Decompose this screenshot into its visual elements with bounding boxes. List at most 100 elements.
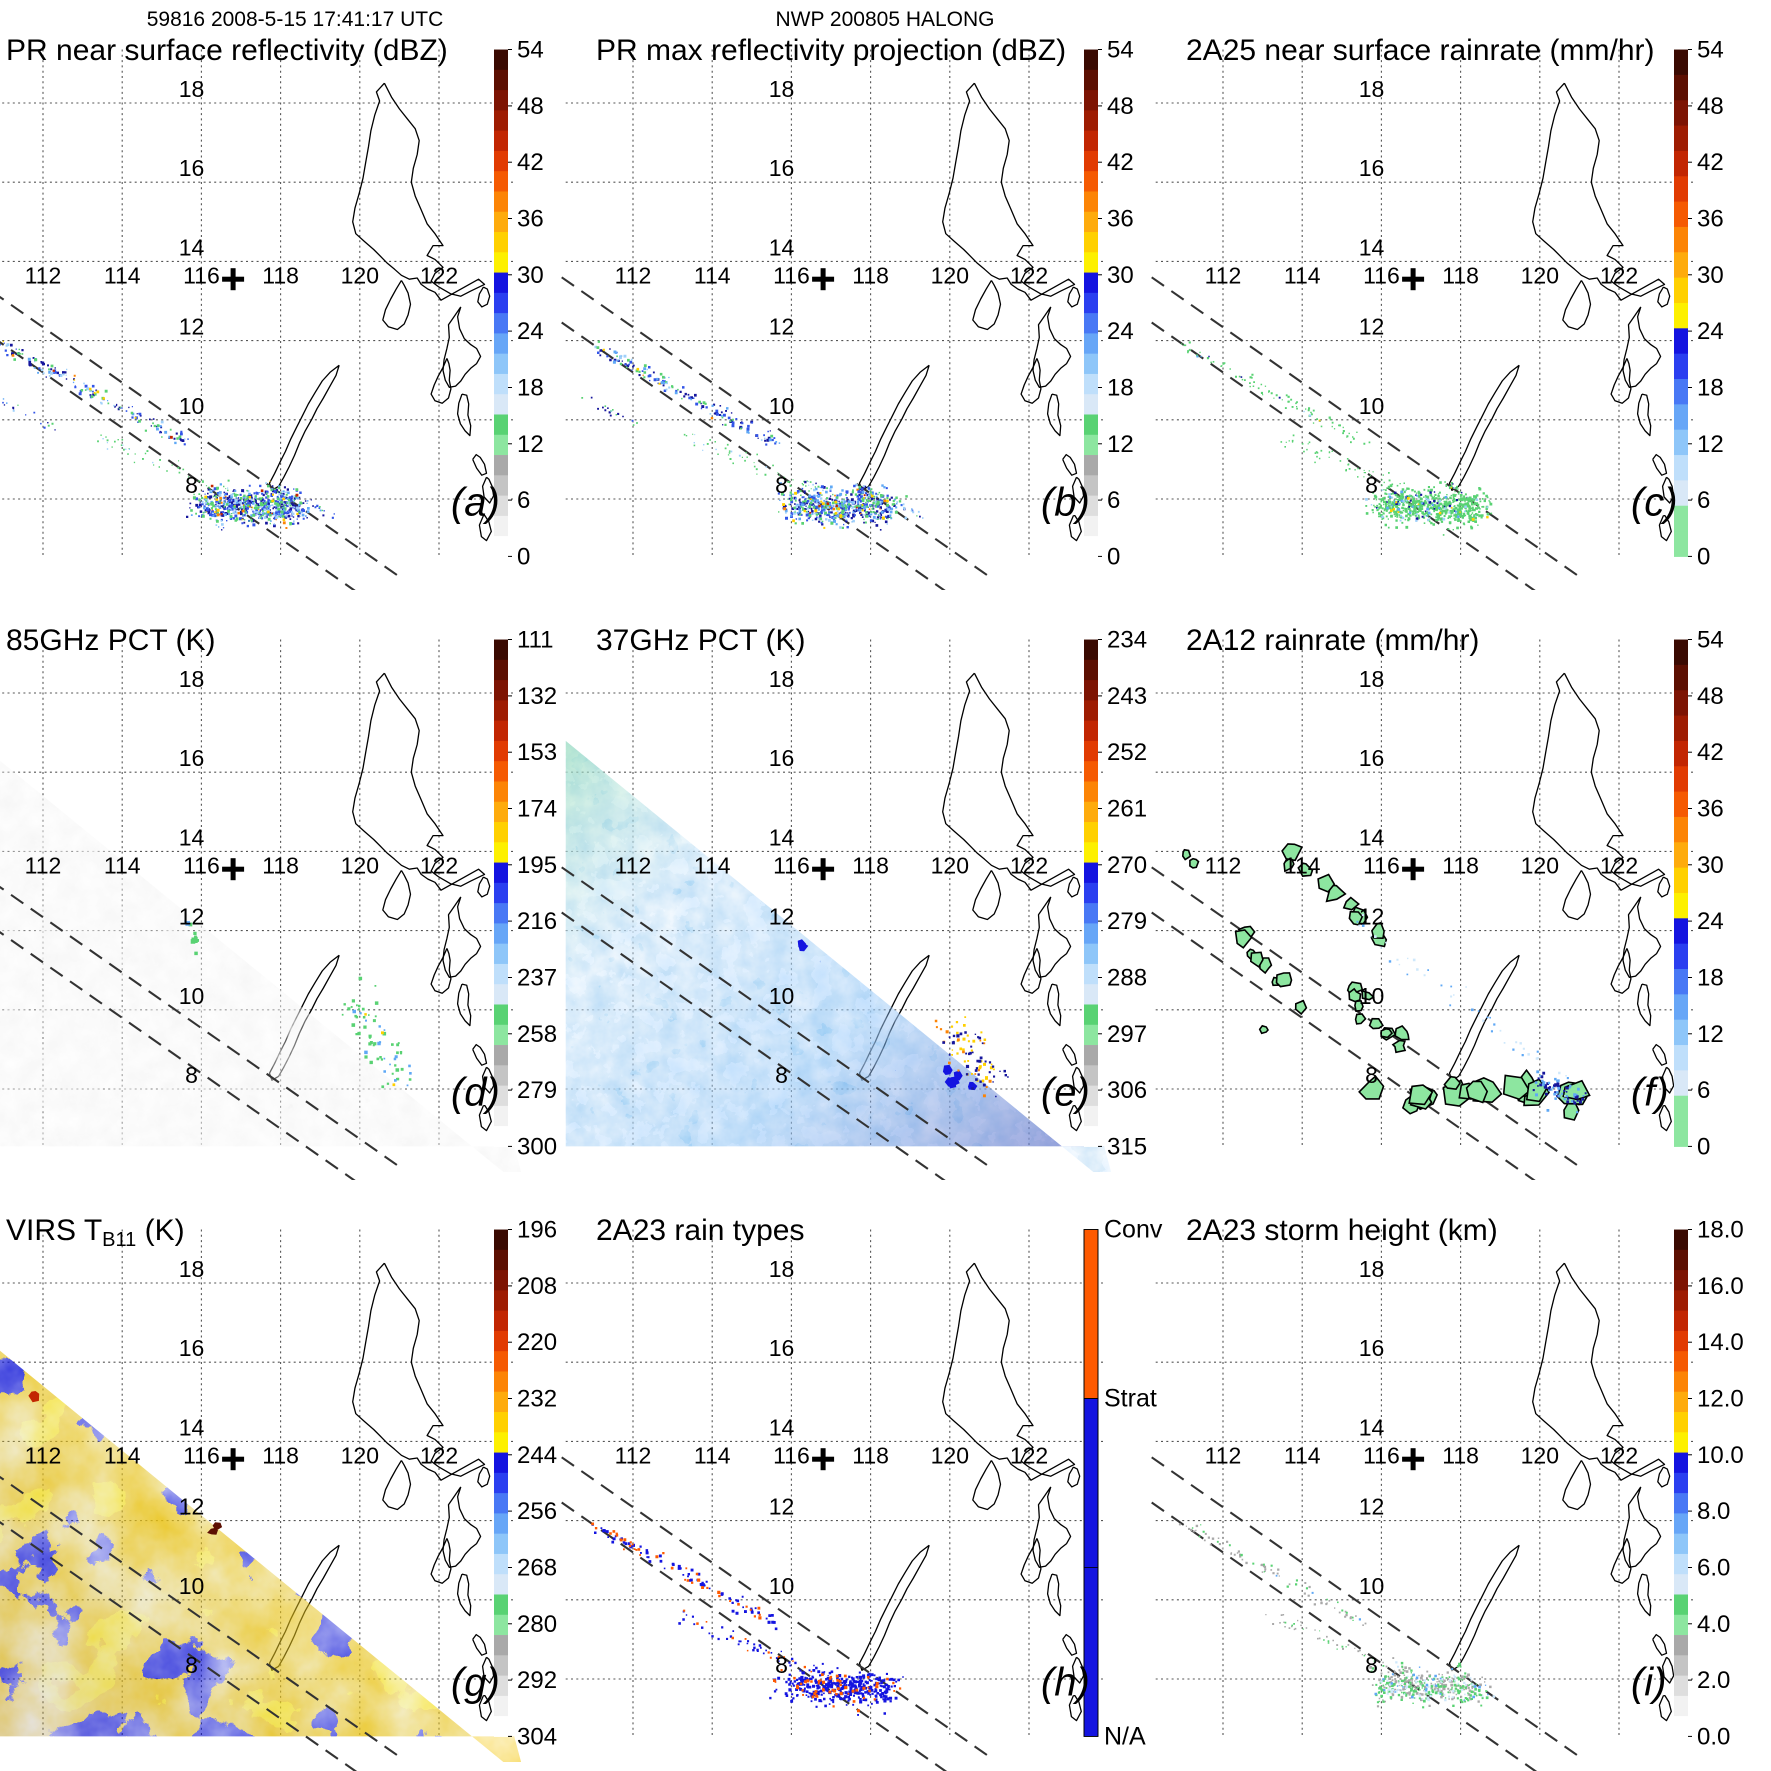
svg-text:237: 237 xyxy=(517,965,557,992)
svg-text:18: 18 xyxy=(1359,76,1385,102)
svg-text:18: 18 xyxy=(517,375,544,402)
svg-text:122: 122 xyxy=(1010,262,1048,288)
svg-text:14.0: 14.0 xyxy=(1697,1329,1744,1356)
svg-text:120: 120 xyxy=(341,262,379,288)
svg-text:14: 14 xyxy=(769,234,795,260)
svg-text:18: 18 xyxy=(1107,375,1134,402)
svg-text:112: 112 xyxy=(615,1442,652,1468)
svg-text:243: 243 xyxy=(1107,683,1147,710)
svg-text:0: 0 xyxy=(1697,543,1710,570)
svg-text:120: 120 xyxy=(931,262,969,288)
svg-text:0.0: 0.0 xyxy=(1697,1723,1730,1750)
svg-text:2A23 rain types: 2A23 rain types xyxy=(596,1214,804,1247)
svg-text:10: 10 xyxy=(179,393,205,419)
svg-text:(f): (f) xyxy=(1631,1071,1669,1115)
svg-text:30: 30 xyxy=(1697,262,1724,289)
svg-text:48: 48 xyxy=(517,93,544,120)
svg-text:112: 112 xyxy=(25,852,62,878)
svg-text:118: 118 xyxy=(1442,262,1479,288)
svg-text:10: 10 xyxy=(769,1573,795,1599)
svg-text:6: 6 xyxy=(1107,487,1120,514)
svg-text:0: 0 xyxy=(1107,543,1120,570)
svg-text:122: 122 xyxy=(420,262,458,288)
svg-text:59816 2008-5-15 17:41:17 UTC: 59816 2008-5-15 17:41:17 UTC xyxy=(147,8,444,31)
svg-text:116: 116 xyxy=(773,262,810,288)
svg-text:118: 118 xyxy=(262,852,299,878)
svg-text:232: 232 xyxy=(517,1386,557,1413)
svg-text:252: 252 xyxy=(1107,739,1147,766)
svg-text:(h): (h) xyxy=(1041,1661,1090,1705)
svg-text:24: 24 xyxy=(1697,908,1724,935)
svg-text:112: 112 xyxy=(1205,1442,1242,1468)
svg-text:2A25 near surface rainrate (mm: 2A25 near surface rainrate (mm/hr) xyxy=(1186,34,1655,67)
svg-text:122: 122 xyxy=(1010,852,1048,878)
svg-text:12: 12 xyxy=(1697,431,1724,458)
svg-text:10: 10 xyxy=(769,393,795,419)
svg-text:30: 30 xyxy=(517,262,544,289)
svg-text:114: 114 xyxy=(694,852,731,878)
svg-text:(a): (a) xyxy=(451,481,500,525)
svg-text:0: 0 xyxy=(1697,1133,1710,1160)
svg-text:12: 12 xyxy=(1359,1494,1385,1520)
svg-text:118: 118 xyxy=(262,262,299,288)
svg-text:(g): (g) xyxy=(451,1661,500,1705)
svg-text:16: 16 xyxy=(769,745,795,771)
svg-text:116: 116 xyxy=(183,262,220,288)
svg-text:8: 8 xyxy=(1365,1062,1378,1088)
svg-text:14: 14 xyxy=(179,1414,205,1440)
svg-text:14: 14 xyxy=(1359,1414,1385,1440)
svg-text:118: 118 xyxy=(1442,1442,1479,1468)
svg-text:24: 24 xyxy=(1697,318,1724,345)
svg-text:234: 234 xyxy=(1107,627,1147,654)
svg-text:12: 12 xyxy=(769,314,795,340)
svg-text:8: 8 xyxy=(185,1652,198,1678)
svg-text:12: 12 xyxy=(1359,314,1385,340)
svg-text:12.0: 12.0 xyxy=(1697,1386,1744,1413)
svg-text:18: 18 xyxy=(1697,375,1724,402)
svg-text:116: 116 xyxy=(1363,852,1400,878)
svg-text:122: 122 xyxy=(420,1442,458,1468)
svg-text:12: 12 xyxy=(179,904,205,930)
svg-text:18.0: 18.0 xyxy=(1697,1217,1744,1244)
svg-text:14: 14 xyxy=(769,824,795,850)
svg-text:153: 153 xyxy=(517,739,557,766)
svg-text:6: 6 xyxy=(1697,1077,1710,1104)
svg-text:112: 112 xyxy=(615,262,652,288)
svg-text:279: 279 xyxy=(517,1077,557,1104)
svg-text:315: 315 xyxy=(1107,1133,1147,1160)
svg-text:16: 16 xyxy=(769,1335,795,1361)
svg-text:120: 120 xyxy=(1521,1442,1559,1468)
svg-text:N/A: N/A xyxy=(1104,1722,1146,1750)
svg-text:12: 12 xyxy=(1359,904,1385,930)
svg-text:6.0: 6.0 xyxy=(1697,1555,1730,1582)
svg-text:297: 297 xyxy=(1107,1021,1147,1048)
svg-text:(i): (i) xyxy=(1631,1661,1667,1705)
svg-text:258: 258 xyxy=(517,1021,557,1048)
svg-text:174: 174 xyxy=(517,796,557,823)
svg-text:118: 118 xyxy=(852,852,889,878)
svg-text:12: 12 xyxy=(179,1494,205,1520)
svg-text:30: 30 xyxy=(1697,852,1724,879)
svg-text:18: 18 xyxy=(769,76,795,102)
svg-text:280: 280 xyxy=(517,1611,557,1638)
svg-text:42: 42 xyxy=(1107,149,1134,176)
svg-text:114: 114 xyxy=(694,262,731,288)
svg-text:PR near surface reflectivity (: PR near surface reflectivity (dBZ) xyxy=(6,34,448,67)
svg-text:10: 10 xyxy=(1359,393,1385,419)
svg-text:16: 16 xyxy=(769,155,795,181)
svg-text:16: 16 xyxy=(1359,1335,1385,1361)
svg-text:18: 18 xyxy=(1697,965,1724,992)
svg-text:216: 216 xyxy=(517,908,557,935)
svg-text:122: 122 xyxy=(1600,262,1638,288)
svg-text:36: 36 xyxy=(1697,206,1724,233)
svg-text:261: 261 xyxy=(1107,796,1147,823)
svg-text:24: 24 xyxy=(517,318,544,345)
svg-text:Strat: Strat xyxy=(1104,1385,1157,1413)
svg-text:292: 292 xyxy=(517,1667,557,1694)
svg-text:12: 12 xyxy=(769,1494,795,1520)
svg-text:116: 116 xyxy=(1363,262,1400,288)
svg-text:10: 10 xyxy=(1359,1573,1385,1599)
svg-text:118: 118 xyxy=(262,1442,299,1468)
svg-text:116: 116 xyxy=(773,1442,810,1468)
svg-text:118: 118 xyxy=(1442,852,1479,878)
